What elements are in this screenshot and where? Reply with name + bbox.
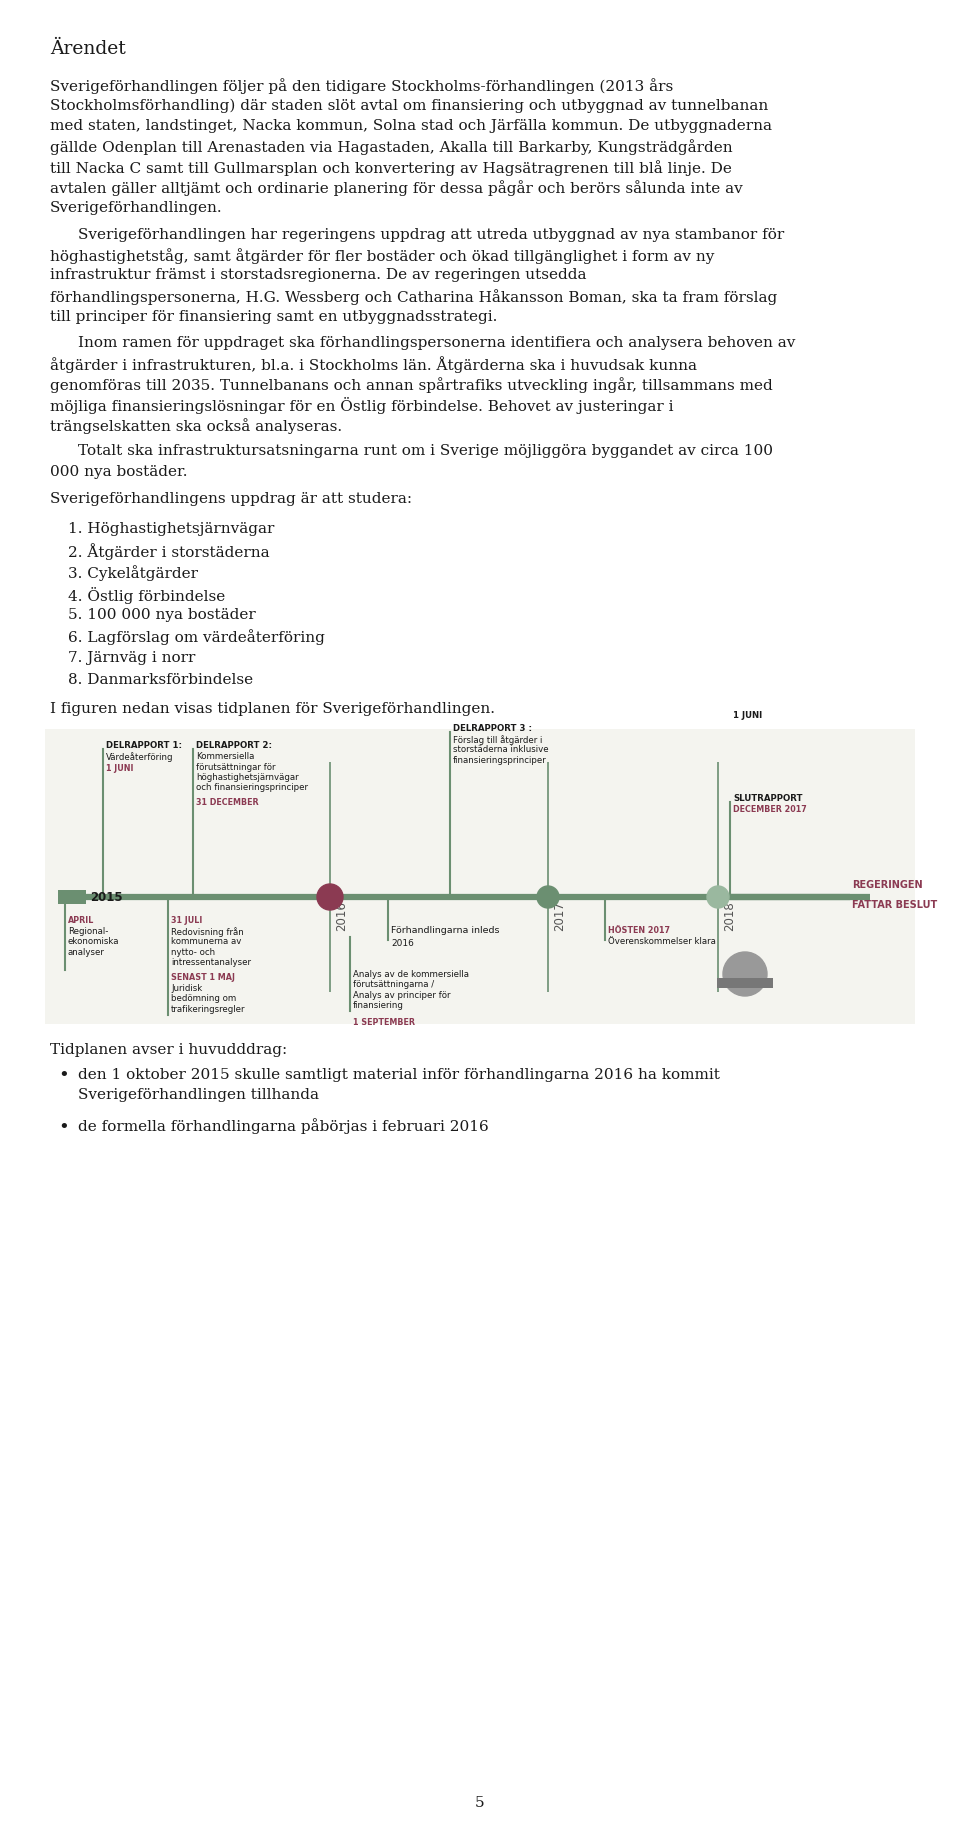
Text: Totalt ska infrastruktursatsningarna runt om i Sverige möjliggöra byggandet av c: Totalt ska infrastruktursatsningarna run… <box>78 445 773 458</box>
Text: SENAST 1 MAJ: SENAST 1 MAJ <box>171 973 235 982</box>
Text: trängselskatten ska också analyseras.: trängselskatten ska också analyseras. <box>50 417 342 434</box>
Text: DELRAPPORT 2:: DELRAPPORT 2: <box>196 741 272 750</box>
Text: och finansieringsprinciper: och finansieringsprinciper <box>196 783 308 793</box>
Text: Överenskommelser klara: Överenskommelser klara <box>608 936 716 945</box>
Text: Redovisning från: Redovisning från <box>171 927 244 936</box>
Text: Tidplanen avser i huvudddrag:: Tidplanen avser i huvudddrag: <box>50 1043 287 1056</box>
Text: Inom ramen för uppdraget ska förhandlingspersonerna identifiera och analysera be: Inom ramen för uppdraget ska förhandling… <box>78 337 796 349</box>
Circle shape <box>707 886 729 908</box>
Text: möjliga finansieringslösningar för en Östlig förbindelse. Behovet av justeringar: möjliga finansieringslösningar för en Ös… <box>50 397 674 414</box>
Text: 31 DECEMBER: 31 DECEMBER <box>196 798 258 807</box>
Text: förutsättningar för: förutsättningar för <box>196 761 276 771</box>
Text: Stockholmsförhandling) där staden slöt avtal om finansiering och utbyggnad av tu: Stockholmsförhandling) där staden slöt a… <box>50 99 768 112</box>
Text: med staten, landstinget, Nacka kommun, Solna stad och Järfälla kommun. De utbygg: med staten, landstinget, Nacka kommun, S… <box>50 120 772 132</box>
Text: Sverigeförhandlingen följer på den tidigare Stockholms-förhandlingen (2013 års: Sverigeförhandlingen följer på den tidig… <box>50 77 673 94</box>
Text: de formella förhandlingarna påbörjas i februari 2016: de formella förhandlingarna påbörjas i f… <box>78 1118 489 1135</box>
Bar <box>45 730 915 1024</box>
Text: analyser: analyser <box>68 947 105 956</box>
Text: 3. Cykelåtgärder: 3. Cykelåtgärder <box>68 565 198 581</box>
Text: intressentanalyser: intressentanalyser <box>171 958 251 967</box>
Text: 2017: 2017 <box>553 901 566 931</box>
Text: Sverigeförhandlingen.: Sverigeförhandlingen. <box>50 200 223 215</box>
Text: 5: 5 <box>475 1795 485 1810</box>
Text: trafikeringsregler: trafikeringsregler <box>171 1004 246 1013</box>
Text: 31 JULI: 31 JULI <box>171 916 203 925</box>
Text: 4. Östlig förbindelse: 4. Östlig förbindelse <box>68 587 226 603</box>
Text: 1 JUNI: 1 JUNI <box>106 763 133 772</box>
Text: Analys av de kommersiella: Analys av de kommersiella <box>353 969 469 978</box>
Text: Förslag till åtgärder i: Förslag till åtgärder i <box>453 734 542 745</box>
Circle shape <box>317 885 343 910</box>
Text: genomföras till 2035. Tunnelbanans och annan spårtrafiks utveckling ingår, tills: genomföras till 2035. Tunnelbanans och a… <box>50 377 773 394</box>
Text: 8. Danmarksförbindelse: 8. Danmarksförbindelse <box>68 671 253 686</box>
Text: Regional-: Regional- <box>68 927 108 936</box>
Text: FATTAR BESLUT: FATTAR BESLUT <box>852 899 937 910</box>
Text: 2018: 2018 <box>723 901 736 931</box>
Text: finansiering: finansiering <box>353 1000 404 1010</box>
Text: den 1 oktober 2015 skulle samtligt material inför förhandlingarna 2016 ha kommit: den 1 oktober 2015 skulle samtligt mater… <box>78 1067 720 1081</box>
Text: 7. Järnväg i norr: 7. Järnväg i norr <box>68 651 196 664</box>
Text: HÖSTEN 2017: HÖSTEN 2017 <box>608 925 670 934</box>
Circle shape <box>537 886 559 908</box>
Bar <box>58 890 86 905</box>
Circle shape <box>723 953 767 997</box>
Text: till principer för finansiering samt en utbyggnadsstrategi.: till principer för finansiering samt en … <box>50 309 497 324</box>
Text: 5. 100 000 nya bostäder: 5. 100 000 nya bostäder <box>68 607 255 622</box>
Text: finansieringsprinciper: finansieringsprinciper <box>453 756 547 765</box>
Text: Juridisk: Juridisk <box>171 984 203 993</box>
Text: Ärendet: Ärendet <box>50 40 126 59</box>
Text: I figuren nedan visas tidplanen för Sverigeförhandlingen.: I figuren nedan visas tidplanen för Sver… <box>50 702 495 715</box>
Text: gällde Odenplan till Arenastaden via Hagastaden, Akalla till Barkarby, Kungsträd: gällde Odenplan till Arenastaden via Hag… <box>50 140 732 154</box>
Text: 2015: 2015 <box>90 892 123 905</box>
Text: 2. Åtgärder i storstäderna: 2. Åtgärder i storstäderna <box>68 543 270 561</box>
Text: åtgärder i infrastrukturen, bl.a. i Stockholms län. Åtgärderna ska i huvudsak ku: åtgärder i infrastrukturen, bl.a. i Stoc… <box>50 357 697 373</box>
Text: Kommersiella: Kommersiella <box>196 752 254 761</box>
Text: till Nacka C samt till Gullmarsplan och konvertering av Hagsätragrenen till blå : till Nacka C samt till Gullmarsplan och … <box>50 160 732 177</box>
Text: REGERINGEN: REGERINGEN <box>852 879 923 890</box>
Text: Sverigeförhandlingen tillhanda: Sverigeförhandlingen tillhanda <box>78 1087 319 1102</box>
Text: förutsättningarna /: förutsättningarna / <box>353 980 434 989</box>
Text: höghastighetståg, samt åtgärder för fler bostäder och ökad tillgänglighet i form: höghastighetståg, samt åtgärder för fler… <box>50 248 714 263</box>
Text: Sverigeförhandlingens uppdrag är att studera:: Sverigeförhandlingens uppdrag är att stu… <box>50 491 412 506</box>
Text: avtalen gäller alltjämt och ordinarie planering för dessa pågår och berörs sålun: avtalen gäller alltjämt och ordinarie pl… <box>50 180 743 197</box>
Text: SLUTRAPPORT: SLUTRAPPORT <box>733 794 803 802</box>
Text: 1. Höghastighetsjärnvägar: 1. Höghastighetsjärnvägar <box>68 522 275 535</box>
Text: kommunerna av: kommunerna av <box>171 938 241 945</box>
Text: 2016: 2016 <box>391 938 414 947</box>
Text: nytto- och: nytto- och <box>171 947 215 956</box>
Text: storstäderna inklusive: storstäderna inklusive <box>453 745 548 754</box>
Text: APRIL: APRIL <box>68 916 94 925</box>
Text: infrastruktur främst i storstadsregionerna. De av regeringen utsedda: infrastruktur främst i storstadsregioner… <box>50 268 587 283</box>
Text: •: • <box>58 1067 69 1085</box>
Text: förhandlingspersonerna, H.G. Wessberg och Catharina Håkansson Boman, ska ta fram: förhandlingspersonerna, H.G. Wessberg oc… <box>50 289 778 305</box>
Text: Sverigeförhandlingen har regeringens uppdrag att utreda utbyggnad av nya stamban: Sverigeförhandlingen har regeringens upp… <box>78 228 784 241</box>
Text: Värdeåterföring: Värdeåterföring <box>106 752 174 761</box>
Text: 1 SEPTEMBER: 1 SEPTEMBER <box>353 1017 415 1026</box>
Text: •: • <box>58 1118 69 1137</box>
Text: ekonomiska: ekonomiska <box>68 938 119 945</box>
Text: 2016: 2016 <box>335 901 348 931</box>
Text: bedömning om: bedömning om <box>171 993 236 1002</box>
Bar <box>717 978 773 989</box>
Text: Analys av principer för: Analys av principer för <box>353 991 450 999</box>
Text: 1 JUNI: 1 JUNI <box>733 710 762 719</box>
Text: 6. Lagförslag om värdeåterföring: 6. Lagförslag om värdeåterföring <box>68 629 324 645</box>
Text: Förhandlingarna inleds: Förhandlingarna inleds <box>391 925 499 934</box>
Text: 000 nya bostäder.: 000 nya bostäder. <box>50 465 187 478</box>
Text: DELRAPPORT 1:: DELRAPPORT 1: <box>106 741 182 750</box>
Text: DECEMBER 2017: DECEMBER 2017 <box>733 805 806 813</box>
Text: DELRAPPORT 3 :: DELRAPPORT 3 : <box>453 723 532 732</box>
Text: höghastighetsjärnvägar: höghastighetsjärnvägar <box>196 772 299 782</box>
